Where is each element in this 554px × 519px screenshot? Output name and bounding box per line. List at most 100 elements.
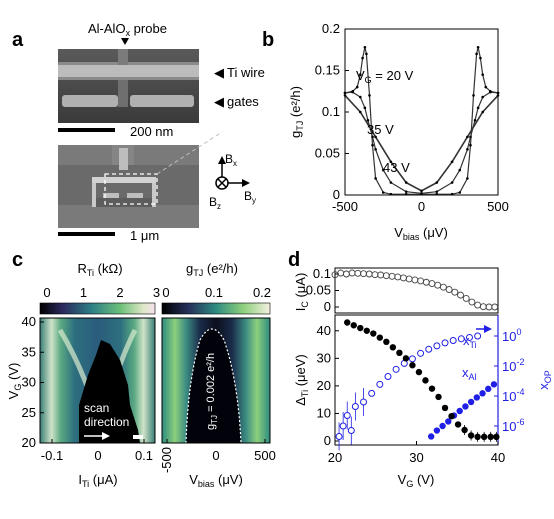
plot-b-point xyxy=(389,160,393,164)
xal-point xyxy=(433,427,441,434)
delta-point xyxy=(428,385,436,392)
ic-point xyxy=(434,281,442,289)
plot-b-point xyxy=(435,192,439,196)
panel-a-label: a xyxy=(12,29,24,51)
delta-point xyxy=(357,324,364,332)
scan-direction-arrow-icon xyxy=(84,432,110,440)
plot-b-ytick-label: 0.15 xyxy=(315,63,340,78)
plot-b-xtick-label: 0 xyxy=(418,199,425,214)
colorbar-right-ticks: 0 0.1 0.2 xyxy=(162,285,271,300)
map-left-xtick-label: 0.1 xyxy=(135,448,153,463)
colorbar-left xyxy=(39,302,156,315)
xti-point xyxy=(465,333,473,341)
ic-point xyxy=(365,270,373,278)
colorbar-left-tick-label: 2 xyxy=(116,285,123,300)
plot-d-xtick-label: 20 xyxy=(328,450,342,465)
xti-point xyxy=(351,402,359,410)
map-right-xtick-label: 500 xyxy=(254,448,276,463)
colorbar-left-ticks: 0 1 2 3 xyxy=(43,285,160,300)
ic-point xyxy=(400,274,407,282)
delta-point xyxy=(402,355,410,362)
field-axes-icon xyxy=(215,156,250,190)
plot-b-point xyxy=(481,73,485,76)
plot-d-right-ytick-label: 10-6 xyxy=(502,417,524,434)
xti-point xyxy=(457,335,465,343)
xti-point xyxy=(408,355,416,363)
plot-b-frame xyxy=(344,28,499,196)
plot-b-point xyxy=(420,189,423,193)
plot-d-top-ytick-label: 0.05 xyxy=(306,283,331,298)
plot-b-point xyxy=(489,90,492,94)
ic-point xyxy=(451,288,459,296)
plot-b-point xyxy=(466,148,469,151)
plot-b-point xyxy=(484,85,488,89)
plot-b-point xyxy=(450,160,454,164)
colorbar-right xyxy=(161,302,271,315)
plot-b-curves xyxy=(343,45,500,196)
ic-point xyxy=(417,277,425,285)
plot-b-point xyxy=(365,52,368,56)
delta-point xyxy=(363,327,370,334)
plot-b-point xyxy=(366,119,370,122)
plot-b-point xyxy=(473,119,477,122)
map-ytick-label: 40 xyxy=(22,314,36,329)
ic-point xyxy=(457,291,464,299)
xal-point xyxy=(439,422,446,430)
plot-d-right-ytick-label: 10-4 xyxy=(502,387,524,404)
ic-point xyxy=(445,286,453,293)
plot-b-point xyxy=(363,106,367,110)
map-axes-ticks: 20 25 30 35 40 -0.1 0 0.1 -500 0 500 xyxy=(22,314,276,473)
probe-label: Al-AlOx probe xyxy=(88,21,167,38)
map-left xyxy=(39,317,156,444)
plot-d-points xyxy=(331,269,500,451)
map-right-xtick-label: -500 xyxy=(159,447,174,473)
xal-point xyxy=(456,407,463,415)
map-ylabel: VG (V) xyxy=(6,363,23,400)
delta-point xyxy=(389,344,397,351)
ic-point xyxy=(382,272,390,280)
plot-b-point xyxy=(404,192,408,196)
map-ytick-label: 30 xyxy=(22,375,36,390)
map-right-xlabel: Vbias (μV) xyxy=(189,472,243,489)
delta-point xyxy=(350,322,357,329)
plot-d-right-ytick-label: 100 xyxy=(502,327,521,344)
plot-d-bottom-ytick-label: 20 xyxy=(317,378,331,393)
map-ytick-label: 35 xyxy=(22,344,36,359)
curve-label-35v: 35 V xyxy=(367,122,394,137)
ic-point xyxy=(485,303,493,311)
plot-b-point xyxy=(351,90,354,94)
xti-point xyxy=(335,432,343,440)
plot-b-point xyxy=(368,94,371,97)
colorbar-right-tick-label: 0.2 xyxy=(253,285,271,300)
plot-b-xtick-label: 500 xyxy=(487,199,509,214)
legend-arrow-icon xyxy=(476,325,492,333)
map-right xyxy=(161,317,271,444)
plot-b-point xyxy=(479,56,482,60)
plot-b-point xyxy=(466,135,469,139)
plot-b-point xyxy=(496,94,500,97)
probe-arrow-icon xyxy=(121,38,129,45)
delta-point xyxy=(409,362,416,369)
xti-point xyxy=(360,398,368,406)
plot-b-point xyxy=(363,45,367,49)
ic-point xyxy=(342,270,350,278)
xti-point xyxy=(449,337,457,345)
ic-point xyxy=(405,275,413,283)
plot-b-point xyxy=(381,191,385,194)
plot-b-ytick-label: 0 xyxy=(333,187,340,202)
delta-point xyxy=(415,368,423,376)
ic-point xyxy=(371,271,379,279)
plot-b-series-line xyxy=(344,91,499,194)
plot-b-point xyxy=(359,73,362,76)
plot-b-point xyxy=(389,192,393,196)
plot-d-bottom-ylabel: ΔTi (μeV) xyxy=(293,354,310,406)
ic-point xyxy=(360,270,367,278)
plot-b-point xyxy=(469,135,472,139)
xti-point xyxy=(343,412,351,420)
ic-point xyxy=(411,276,419,284)
xal-point xyxy=(473,394,481,401)
xal-point xyxy=(427,433,435,440)
sem-image-top xyxy=(58,49,199,123)
ic-point xyxy=(468,298,476,306)
